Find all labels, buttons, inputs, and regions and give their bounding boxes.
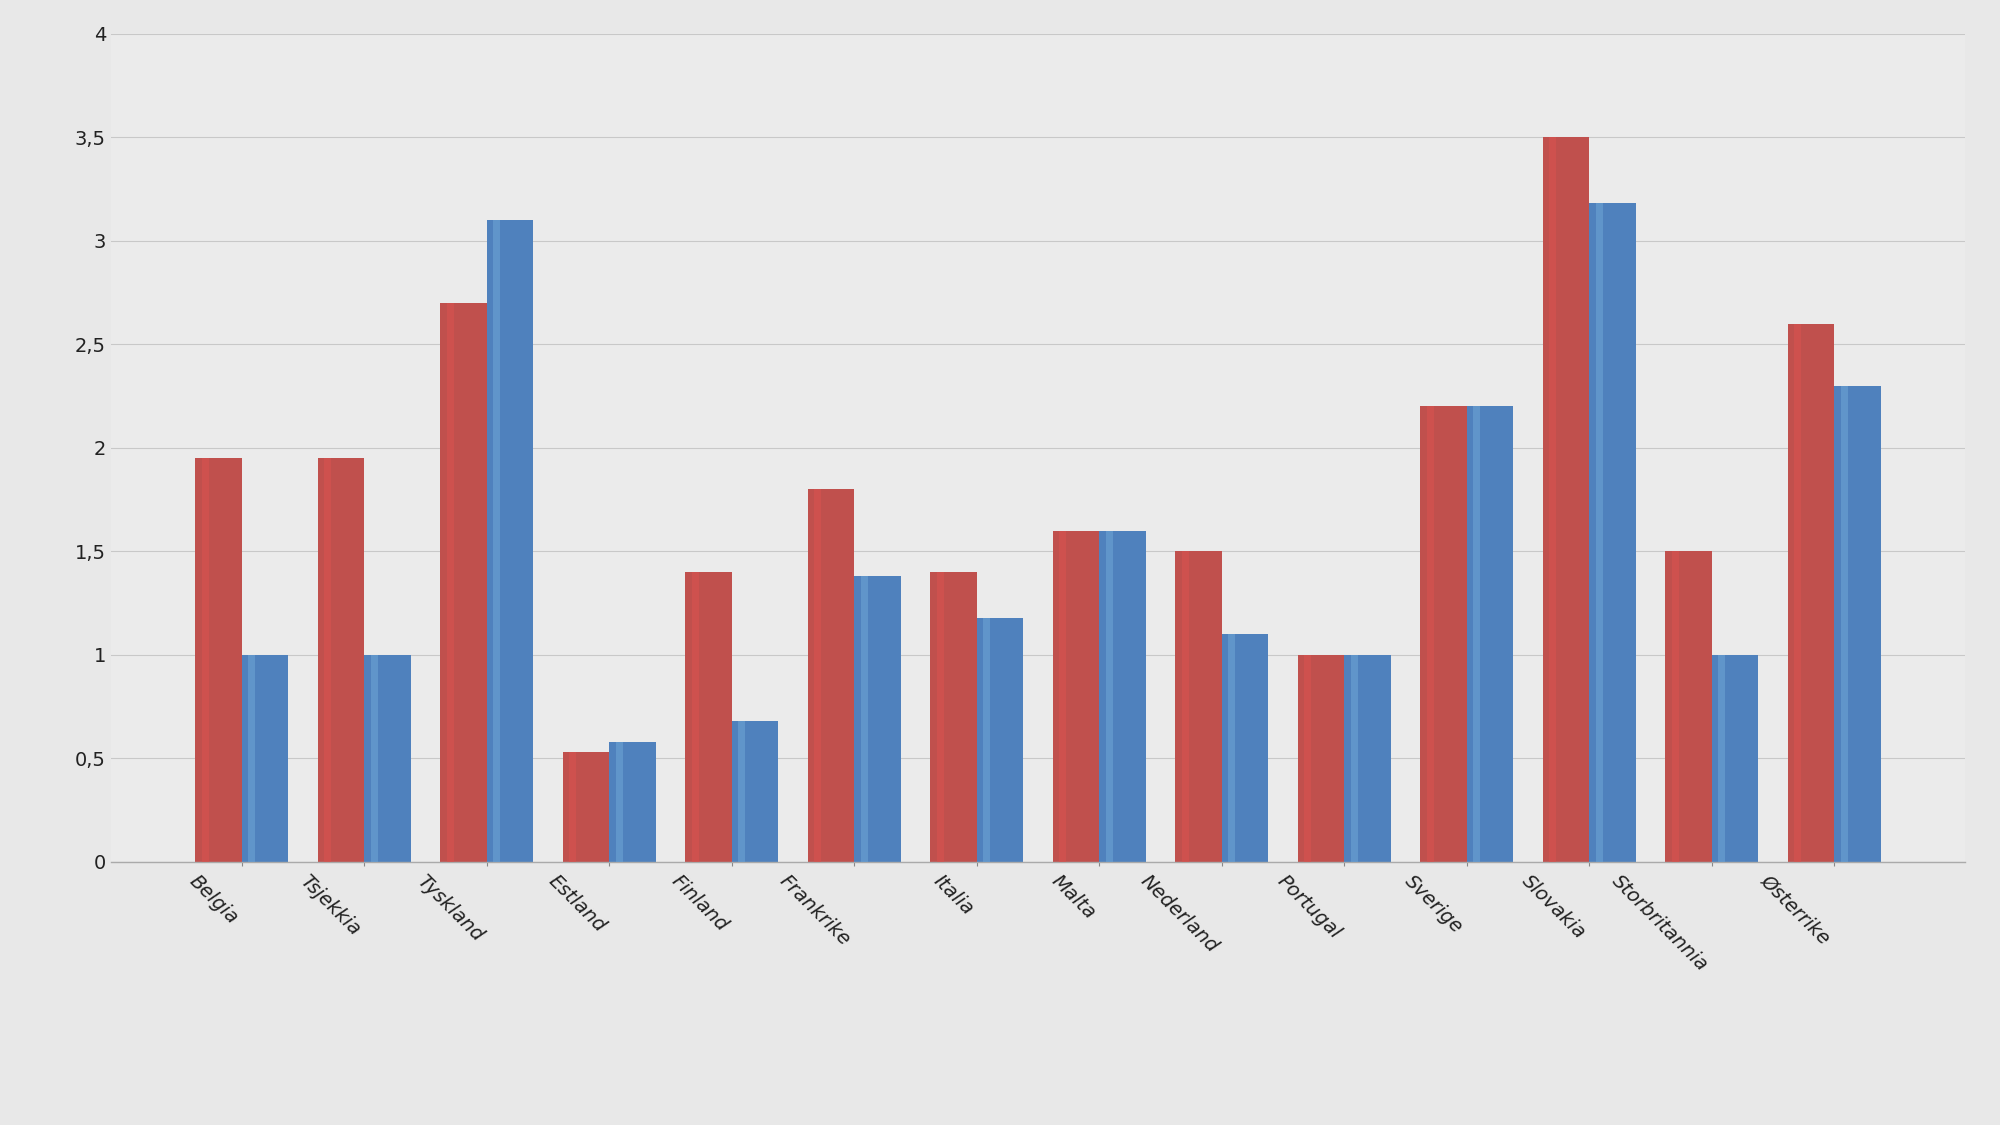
Bar — [202, 458, 208, 862]
Bar — [1834, 386, 1880, 862]
Bar — [1426, 406, 1434, 862]
Bar — [930, 572, 976, 862]
Bar — [686, 572, 732, 862]
Bar — [854, 576, 900, 862]
Bar — [1100, 531, 1146, 862]
Bar — [364, 655, 410, 862]
Bar — [1060, 531, 1066, 862]
Bar — [1222, 634, 1268, 862]
Bar — [1182, 551, 1188, 862]
Bar — [616, 741, 622, 862]
Bar — [1840, 386, 1848, 862]
Bar — [1466, 406, 1514, 862]
Bar — [196, 458, 242, 862]
Bar — [1666, 551, 1712, 862]
Bar — [370, 655, 378, 862]
Bar — [860, 576, 868, 862]
Bar — [324, 458, 332, 862]
Bar — [1596, 204, 1602, 862]
Bar — [248, 655, 256, 862]
Bar — [808, 489, 854, 862]
Bar — [610, 741, 656, 862]
Bar — [1350, 655, 1358, 862]
Bar — [1052, 531, 1100, 862]
Bar — [732, 721, 778, 862]
Bar — [1176, 551, 1222, 862]
Bar — [1228, 634, 1236, 862]
Bar — [936, 572, 944, 862]
Bar — [1474, 406, 1480, 862]
Bar — [692, 572, 698, 862]
Bar — [1718, 655, 1726, 862]
Bar — [242, 655, 288, 862]
Bar — [814, 489, 822, 862]
Bar — [738, 721, 746, 862]
Bar — [562, 752, 610, 862]
Bar — [1542, 137, 1590, 862]
Bar — [1304, 655, 1312, 862]
Bar — [1344, 655, 1390, 862]
Bar — [494, 220, 500, 862]
Bar — [1788, 324, 1834, 862]
Bar — [446, 303, 454, 862]
Bar — [976, 618, 1024, 862]
Bar — [1712, 655, 1758, 862]
Bar — [1298, 655, 1344, 862]
Bar — [1420, 406, 1466, 862]
Bar — [1794, 324, 1802, 862]
Bar — [486, 220, 534, 862]
Bar — [570, 752, 576, 862]
Bar — [1550, 137, 1556, 862]
Bar — [1672, 551, 1678, 862]
Bar — [440, 303, 486, 862]
Bar — [1106, 531, 1112, 862]
Bar — [318, 458, 364, 862]
Bar — [984, 618, 990, 862]
Bar — [1590, 204, 1636, 862]
